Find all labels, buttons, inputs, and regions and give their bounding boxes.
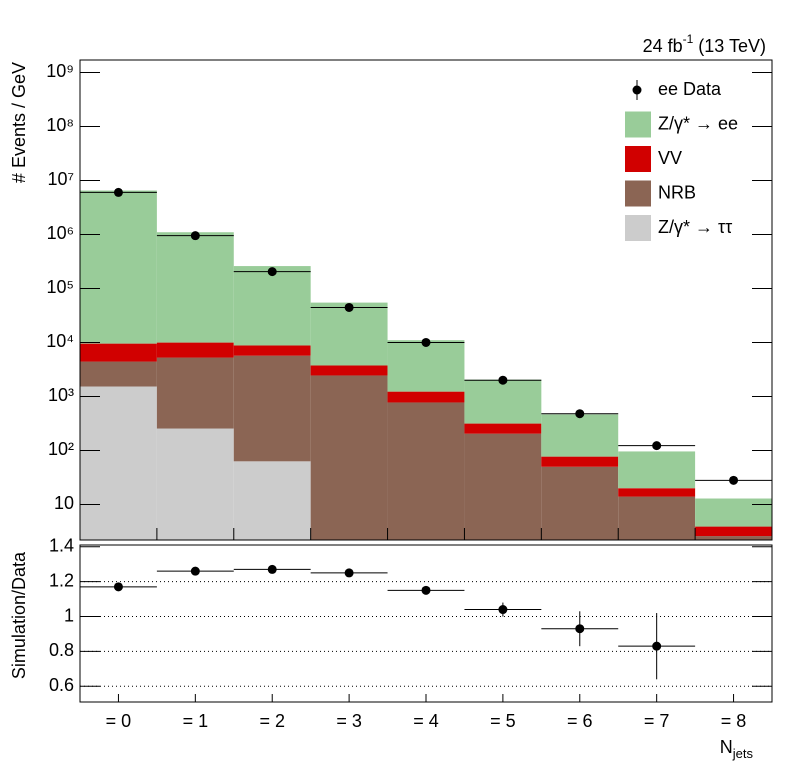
- stack-bar: [233, 345, 311, 356]
- stack-bar: [695, 498, 772, 527]
- legend-label: Z/γ* → ττ: [658, 217, 732, 237]
- legend-label: Z/γ* → ee: [658, 113, 738, 133]
- stack-bar: [156, 342, 234, 358]
- legend-label: ee Data: [658, 79, 722, 99]
- data-point: [652, 441, 662, 451]
- x-tick-label: = 7: [644, 711, 670, 731]
- ratio-point: [190, 566, 200, 576]
- stack-bar: [387, 402, 465, 540]
- stack-bar: [464, 379, 542, 424]
- stack-bar: [387, 340, 465, 392]
- stack-bar: [80, 361, 157, 387]
- x-tick-label: = 1: [183, 711, 209, 731]
- stack-bar: [310, 375, 388, 540]
- stack-bar: [156, 232, 234, 343]
- stack-bar: [80, 190, 157, 344]
- stack-bar: [618, 451, 696, 489]
- data-point: [421, 337, 431, 347]
- x-tick-label: = 2: [259, 711, 285, 731]
- stack-bar: [80, 343, 157, 362]
- x-tick-label: = 3: [336, 711, 362, 731]
- x-axis-title: Njets: [720, 737, 754, 762]
- x-tick-label: = 4: [413, 711, 439, 731]
- x-tick-label: = 6: [567, 711, 593, 731]
- stack-bar: [464, 433, 542, 540]
- stack-bar: [310, 365, 388, 376]
- lumi-rest: (13 TeV): [693, 36, 766, 56]
- data-point: [190, 231, 200, 241]
- lumi-text: 24 fb: [643, 36, 683, 56]
- stack-bar: [618, 488, 696, 497]
- data-point: [267, 267, 277, 277]
- stack-bar: [541, 414, 619, 457]
- ratio-point: [113, 582, 123, 592]
- ratio-point: [652, 641, 662, 651]
- x-tick-label: = 8: [721, 711, 747, 731]
- x-axis-title-sub: jets: [732, 746, 754, 761]
- ratio-y-tick-label: 1.2: [49, 570, 74, 590]
- stack-bar: [233, 461, 311, 540]
- stack-bar: [464, 423, 542, 434]
- data-point: [729, 475, 739, 485]
- stack-bar: [310, 302, 388, 366]
- y-tick-label: 10²: [48, 439, 74, 459]
- legend-swatch: [625, 180, 651, 207]
- y-tick-label: 10⁷: [47, 169, 74, 189]
- x-axis-title-main: N: [720, 737, 733, 757]
- stack-bar: [695, 536, 772, 540]
- y-tick-label: 10: [54, 493, 74, 513]
- lumi-sup: -1: [683, 32, 694, 46]
- y-axis-title: # Events / GeV: [9, 62, 29, 183]
- y-tick-label: 10⁶: [47, 223, 74, 243]
- x-tick-label: = 5: [490, 711, 516, 731]
- legend-swatch: [625, 111, 651, 138]
- stack-bar: [695, 526, 772, 537]
- stack-bar: [156, 357, 234, 429]
- ratio-point: [267, 564, 277, 574]
- stack-bar: [156, 428, 234, 540]
- y-tick-label: 10³: [48, 385, 74, 405]
- y-tick-label: 10⁵: [47, 277, 74, 297]
- data-point: [113, 187, 123, 197]
- plot-frame: [79, 59, 773, 541]
- ratio-point: [498, 605, 508, 615]
- y-tick-label: 10⁴: [46, 331, 74, 351]
- ratio-y-tick-label: 1.4: [49, 535, 74, 555]
- ratio-y-tick-label: 0.8: [49, 640, 74, 660]
- stack-bar: [387, 391, 465, 403]
- ratio-point: [575, 624, 585, 634]
- stack-bar: [541, 466, 619, 540]
- stack-bar: [80, 386, 157, 540]
- y-tick-label: 10⁹: [46, 61, 74, 81]
- stack-bar: [233, 355, 311, 462]
- ratio-point: [421, 585, 431, 595]
- ratio-y-tick-label: 1: [64, 605, 74, 625]
- y-tick-label: 10⁸: [46, 115, 74, 135]
- ratio-point: [344, 568, 354, 578]
- data-point: [344, 302, 354, 312]
- stack-bar: [541, 456, 619, 467]
- stack-bar: [618, 496, 696, 540]
- legend-label: NRB: [658, 182, 696, 202]
- stack-bar: [233, 266, 311, 346]
- legend-marker: [632, 85, 642, 95]
- ratio-y-tick-label: 0.6: [49, 675, 74, 695]
- x-tick-label: = 0: [106, 711, 132, 731]
- ratio-y-axis-title: Simulation/Data: [9, 551, 29, 679]
- legend-swatch: [625, 146, 651, 172]
- data-point: [498, 375, 508, 385]
- data-point: [575, 409, 585, 419]
- legend-label: VV: [658, 148, 682, 168]
- lumi-label: 24 fb-1 (13 TeV): [643, 32, 766, 56]
- legend-swatch: [625, 215, 651, 241]
